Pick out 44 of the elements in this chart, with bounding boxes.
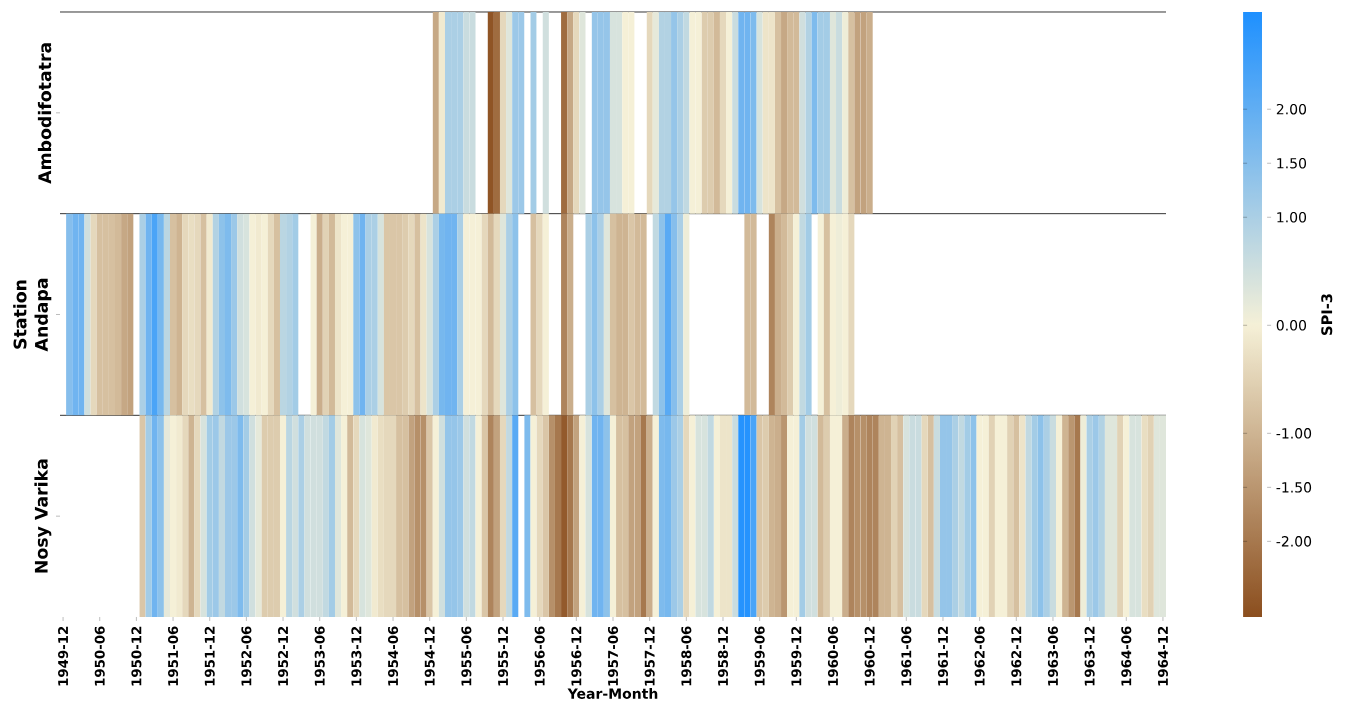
x-tick-label: 1962-06 (974, 626, 985, 686)
x-tick-label: 1959-12 (791, 626, 802, 686)
x-tick-label: 1954-12 (424, 626, 435, 686)
color-bar-label: -2.00 (1276, 536, 1312, 547)
x-tick-label: 1950-06 (94, 626, 105, 686)
x-axis-title: Year-Month (567, 688, 658, 699)
x-tick-label: 1958-06 (681, 626, 692, 686)
color-bar-title: SPI-3 (1321, 294, 1333, 335)
x-tick-label: 1949-12 (58, 626, 69, 686)
x-tick-label: 1954-06 (387, 626, 399, 686)
x-tick-label: 1964-12 (1157, 626, 1168, 686)
x-tick-label: 1952-12 (277, 626, 289, 686)
y-tick-label: Ambodifotatra (37, 43, 52, 184)
y-tick-label: Nosy Varika (34, 459, 52, 573)
x-tick-label: 1955-12 (497, 626, 509, 686)
x-tick-label: 1961-06 (901, 626, 912, 686)
x-tick-label: 1957-06 (607, 626, 619, 686)
x-tick-label: 1950-12 (131, 626, 142, 686)
x-tick-label: 1953-12 (351, 626, 362, 686)
x-tick-label: 1956-12 (571, 626, 582, 686)
color-bar-label: -1.50 (1276, 482, 1312, 493)
x-tick-label: 1963-06 (1047, 626, 1058, 686)
x-tick-label: 1963-12 (1084, 626, 1095, 686)
x-tick-label: 1955-06 (461, 626, 472, 686)
color-bar-label: 1.00 (1277, 211, 1307, 223)
x-tick-label: 1961-12 (937, 626, 949, 686)
x-tick-label: 1952-06 (241, 626, 252, 686)
x-tick-label: 1951-06 (168, 626, 179, 686)
color-bar-label: 1.50 (1277, 157, 1307, 169)
x-tick-label: 1960-12 (864, 626, 875, 686)
x-tick-label: 1957-12 (644, 626, 655, 686)
color-bar-label: 2.00 (1276, 103, 1307, 115)
x-tick-label: 1953-06 (314, 626, 325, 686)
color-bar-label: -1.00 (1276, 428, 1312, 439)
x-tick-label: 1959-06 (754, 626, 765, 686)
x-tick-label: 1964-06 (1121, 626, 1132, 686)
x-tick-label: 1958-12 (717, 626, 729, 686)
x-tick-label: 1956-06 (534, 626, 545, 686)
x-tick-label: 1951-12 (204, 626, 215, 686)
y-tick-label: Andapa (34, 278, 52, 352)
x-tick-label: 1962-12 (1011, 626, 1022, 686)
color-bar-label: 0.00 (1276, 319, 1307, 331)
x-tick-label: 1960-06 (827, 626, 839, 686)
y-axis-title: Station (13, 280, 27, 349)
